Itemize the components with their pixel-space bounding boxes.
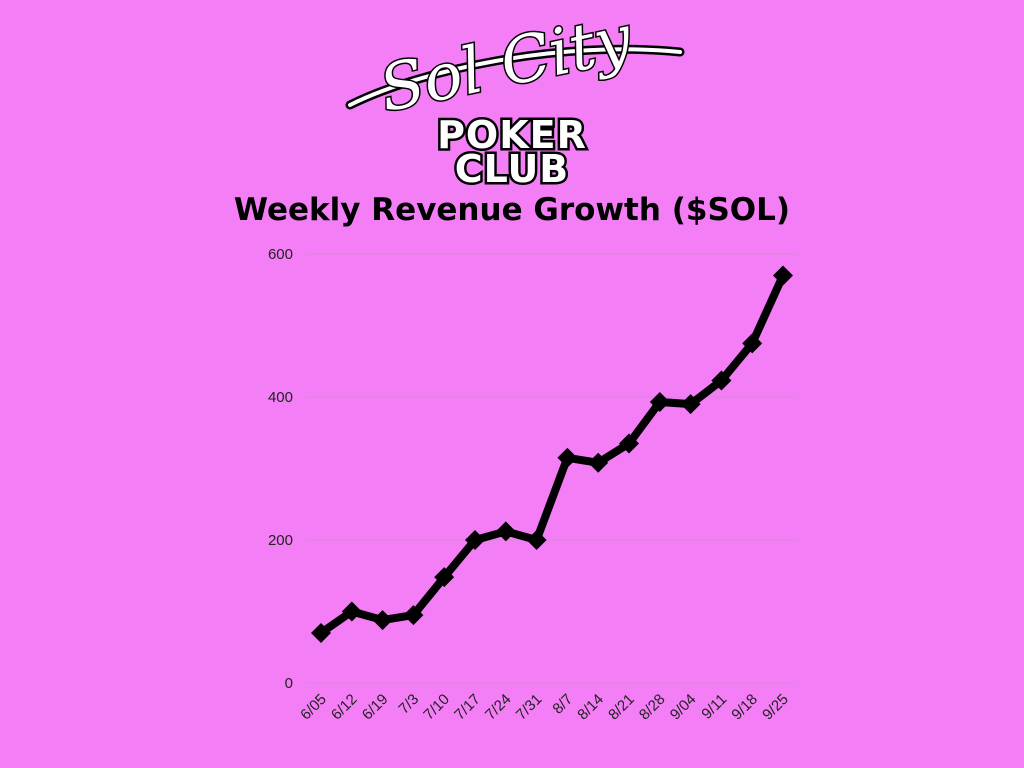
x-tick-label: 8/14 (574, 691, 607, 724)
data-point-marker (649, 392, 670, 413)
x-tick-label: 6/05 (297, 691, 330, 724)
series-line-layer (318, 273, 787, 637)
data-point-marker (557, 447, 578, 468)
data-point-marker (403, 605, 424, 626)
logo-block: POKER CLUB (435, 111, 589, 191)
data-point-marker (742, 333, 763, 354)
x-tick-label: 8/21 (605, 691, 638, 724)
svg-text:POKER: POKER (437, 113, 587, 157)
x-tick-label: 9/18 (728, 691, 761, 724)
x-tick-label: 9/25 (759, 691, 792, 724)
data-point-marker (680, 394, 701, 415)
data-point-marker (711, 370, 732, 391)
gridlines (306, 253, 797, 684)
data-point-marker (311, 622, 331, 643)
data-point-marker (372, 610, 393, 631)
chart-title: Weekly Revenue Growth ($SOL) (234, 192, 790, 228)
x-tick-label: 7/24 (482, 691, 515, 724)
y-tick-label: 0 (285, 675, 293, 692)
x-axis-ticks: 6/056/126/19 7/37/107/177/247/31 8/78/148/… (297, 691, 792, 724)
series-line (318, 273, 787, 637)
x-tick-label: 6/12 (328, 691, 361, 724)
data-point-marker (588, 452, 609, 473)
data-point-marker (526, 530, 547, 550)
data-point-marker (341, 601, 362, 622)
x-tick-label: 7/10 (420, 691, 453, 724)
sol-city-poker-club-logo: Sol City POKER CLUB (345, 0, 685, 191)
x-tick-label: 6/19 (359, 691, 392, 724)
data-point-marker (619, 433, 639, 454)
data-point-marker (434, 567, 455, 588)
x-tick-label: 8/28 (636, 691, 669, 724)
marker-layer (311, 265, 793, 643)
y-axis-ticks: 0 200 400 600 (268, 246, 293, 692)
x-tick-label: 7/3 (395, 691, 422, 718)
x-tick-label: 8/7 (549, 691, 576, 718)
data-point-marker (465, 530, 485, 550)
svg-text:CLUB: CLUB (455, 147, 570, 190)
data-point-marker (495, 521, 516, 542)
x-tick-label: 9/11 (698, 691, 730, 723)
y-tick-label: 200 (268, 532, 293, 549)
y-tick-label: 400 (268, 389, 293, 406)
x-tick-label: 7/31 (513, 691, 546, 724)
data-point-marker (773, 265, 793, 286)
y-tick-label: 600 (268, 246, 293, 263)
x-tick-label: 9/04 (667, 691, 700, 724)
x-tick-label: 7/17 (451, 691, 484, 724)
